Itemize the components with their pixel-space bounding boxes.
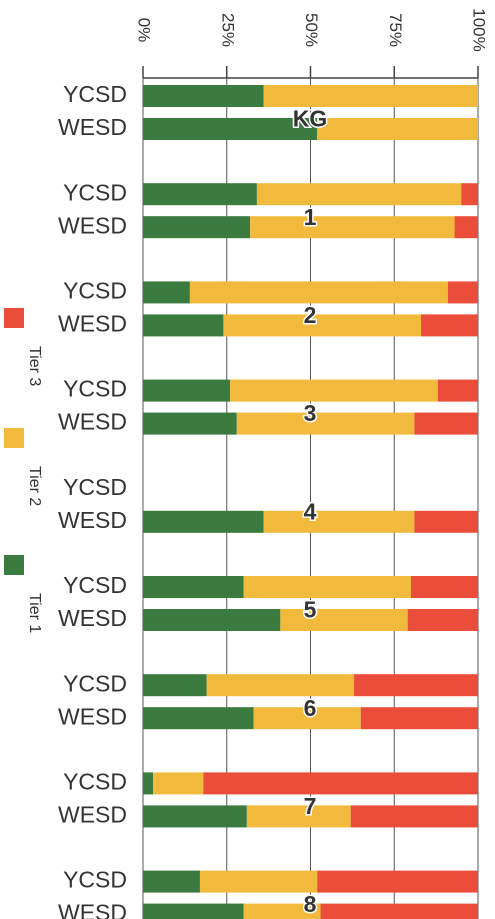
bar-segment [143, 183, 257, 206]
bar-segment [243, 903, 321, 919]
bar-segment [199, 870, 318, 893]
group-label: KG [293, 106, 328, 132]
y-tick-label: WESD [58, 114, 127, 140]
bar-segment [143, 903, 244, 919]
bar-segment [454, 216, 478, 239]
bar-segment [317, 118, 478, 140]
legend-swatch [4, 308, 24, 328]
bar-segment [203, 772, 479, 795]
legend-label: Tier 1 [26, 593, 43, 633]
bar-segment [421, 314, 478, 337]
y-tick-label: WESD [58, 900, 127, 919]
x-tick-label: 50% [302, 13, 321, 47]
y-tick-label: YCSD [63, 81, 127, 107]
bar-segment [143, 674, 207, 697]
x-tick-label: 25% [218, 13, 237, 47]
bar-segment [143, 870, 200, 893]
group-label: 6 [304, 695, 317, 721]
bar-segment [236, 412, 415, 435]
y-tick-label: YCSD [63, 179, 127, 205]
bar-segment [143, 609, 281, 631]
y-tick-label: WESD [58, 310, 127, 336]
group-label: 1 [304, 204, 317, 230]
y-tick-label: WESD [58, 703, 127, 729]
x-tick-label: 100% [470, 8, 489, 51]
bar-segment [360, 707, 478, 730]
bar-segment [230, 379, 438, 402]
bar-segment [354, 674, 478, 697]
bar-segment [414, 510, 478, 533]
bar-segment [206, 674, 355, 697]
bar-segment [243, 576, 411, 598]
bar-segment [143, 707, 254, 730]
y-tick-label: WESD [58, 605, 127, 631]
bar-segment [143, 510, 264, 533]
bar-segment [461, 183, 478, 206]
bar-segment [414, 412, 478, 435]
bar-segment [411, 576, 478, 598]
bar-segment [253, 707, 361, 730]
y-tick-label: YCSD [63, 768, 127, 794]
bar-segment [223, 314, 422, 337]
bar-segment [437, 379, 478, 402]
group-label: 3 [304, 400, 317, 426]
bar-segment [143, 772, 154, 795]
bar-segment [263, 510, 415, 533]
group-label: 8 [304, 891, 317, 917]
bar-segment [143, 216, 251, 239]
y-tick-label: WESD [58, 409, 127, 435]
bar-segment [143, 281, 190, 304]
bar-segment [143, 576, 244, 598]
bar-segment [143, 314, 224, 337]
bar-segment [143, 379, 231, 402]
x-tick-label: 0% [135, 18, 154, 43]
legend-swatch [4, 428, 24, 448]
group-label: 4 [304, 498, 317, 524]
y-tick-label: YCSD [63, 670, 127, 696]
legend-swatch [4, 555, 24, 575]
y-tick-label: YCSD [63, 572, 127, 598]
bar-segment [246, 805, 351, 828]
bar-segment [143, 118, 318, 140]
bar-segment [143, 85, 264, 107]
bar-segment [143, 412, 237, 435]
bar-segment [263, 85, 478, 107]
legend-label: Tier 3 [26, 346, 43, 386]
y-tick-label: WESD [58, 507, 127, 533]
bar-segment [320, 903, 478, 919]
y-tick-label: YCSD [63, 474, 127, 500]
legend-label: Tier 2 [26, 466, 43, 506]
bar-segment [250, 216, 455, 239]
y-tick-label: YCSD [63, 867, 127, 893]
bar-segment [143, 805, 247, 828]
bar-segment [280, 609, 408, 631]
bar-segment [447, 281, 478, 304]
group-label: 2 [304, 302, 317, 328]
bar-segment [189, 281, 448, 304]
bar-segment [350, 805, 478, 828]
bar-segment [153, 772, 204, 795]
y-tick-label: YCSD [63, 376, 127, 402]
bar-segment [317, 870, 478, 893]
y-tick-label: WESD [58, 801, 127, 827]
bar-segment [407, 609, 478, 631]
bar-segment [256, 183, 462, 206]
group-label: 7 [304, 793, 317, 819]
x-tick-label: 75% [386, 13, 405, 47]
y-tick-label: YCSD [63, 277, 127, 303]
group-label: 5 [304, 597, 317, 623]
y-tick-label: WESD [58, 212, 127, 238]
